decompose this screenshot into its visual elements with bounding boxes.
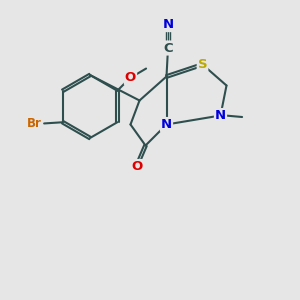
Text: N: N [215, 109, 226, 122]
Text: S: S [198, 58, 207, 71]
Text: N: N [162, 18, 174, 31]
Text: C: C [163, 41, 173, 55]
Text: O: O [131, 160, 142, 173]
Text: O: O [125, 71, 136, 84]
Text: Br: Br [27, 117, 42, 130]
Text: N: N [161, 118, 172, 131]
